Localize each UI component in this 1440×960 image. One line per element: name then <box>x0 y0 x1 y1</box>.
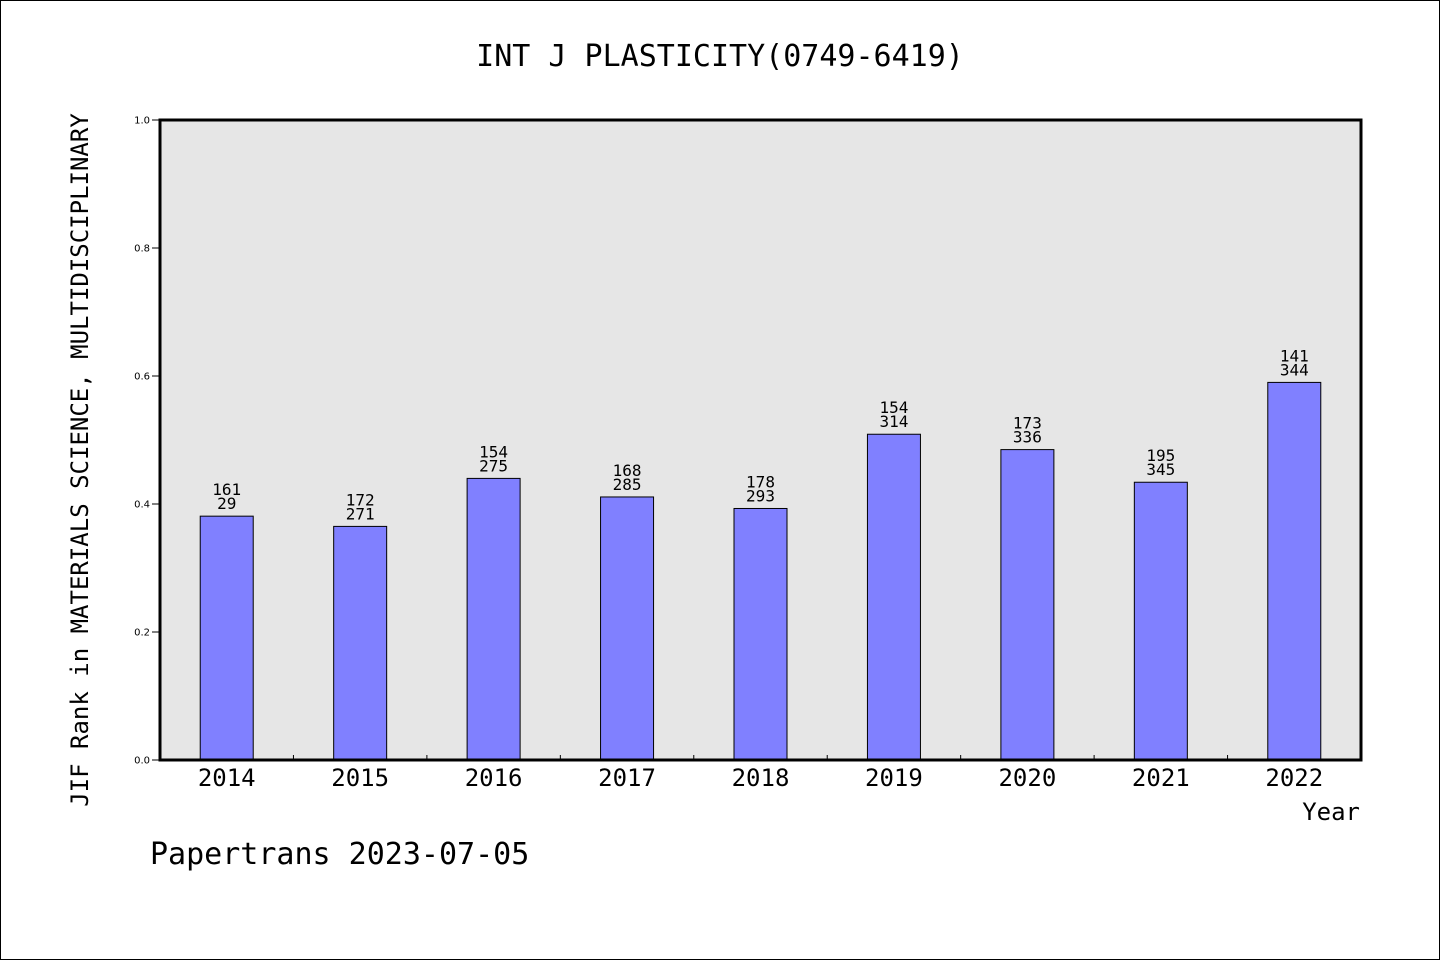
bar-label-top: 141 <box>1280 346 1309 365</box>
bar <box>466 477 521 761</box>
x-tick-label: 2022 <box>1265 764 1323 792</box>
y-tick-label: 0.6 <box>134 372 150 383</box>
bar <box>199 515 254 761</box>
bar-label-top: 168 <box>613 461 642 480</box>
bar <box>1000 449 1055 761</box>
bar-label-bottom: 29 <box>217 494 236 513</box>
bar-label-bottom: 275 <box>479 456 508 475</box>
bar-label-bottom: 285 <box>613 475 642 494</box>
bar-label-top: 178 <box>746 472 775 491</box>
bar <box>1133 481 1188 761</box>
bar-label-bottom: 345 <box>1146 460 1175 479</box>
bar-label-bottom: 271 <box>346 504 375 523</box>
y-axis-label: JIF Rank in MATERIALS SCIENCE, MULTIDISC… <box>66 113 94 807</box>
y-tick-label: 0.0 <box>134 756 150 767</box>
x-axis-label: Year <box>1302 798 1360 826</box>
bar-label-top: 195 <box>1146 446 1175 465</box>
bar <box>1267 381 1322 761</box>
bar <box>333 525 388 761</box>
bar <box>866 433 921 761</box>
bar-label-top: 154 <box>479 442 508 461</box>
y-tick-label: 0.8 <box>134 244 150 255</box>
y-tick-label: 0.4 <box>134 500 150 511</box>
bar-label-bottom: 314 <box>879 412 908 431</box>
bar-label-top: 173 <box>1013 414 1042 433</box>
plot-border <box>158 118 1363 762</box>
footer-credit: Papertrans 2023-07-05 <box>150 837 529 872</box>
x-tick-label: 2020 <box>998 764 1056 792</box>
bar <box>733 507 788 761</box>
bar-label-bottom: 344 <box>1280 360 1309 379</box>
bar-label-top: 161 <box>212 480 241 499</box>
bar-label-top: 172 <box>346 490 375 509</box>
y-tick-label: 1.0 <box>134 116 150 127</box>
x-tick-label: 2017 <box>598 764 656 792</box>
x-tick-label: 2018 <box>732 764 790 792</box>
chart-title: INT J PLASTICITY(0749-6419) <box>476 39 964 74</box>
x-tick-label: 2021 <box>1132 764 1190 792</box>
x-tick-label: 2014 <box>198 764 256 792</box>
x-tick-label: 2015 <box>331 764 389 792</box>
bar <box>600 496 655 761</box>
bar-label-bottom: 293 <box>746 486 775 505</box>
y-tick-label: 0.2 <box>134 628 150 639</box>
x-tick-label: 2019 <box>865 764 923 792</box>
x-tick-label: 2016 <box>465 764 523 792</box>
bar-label-bottom: 336 <box>1013 428 1042 447</box>
bar-label-top: 154 <box>879 398 908 417</box>
